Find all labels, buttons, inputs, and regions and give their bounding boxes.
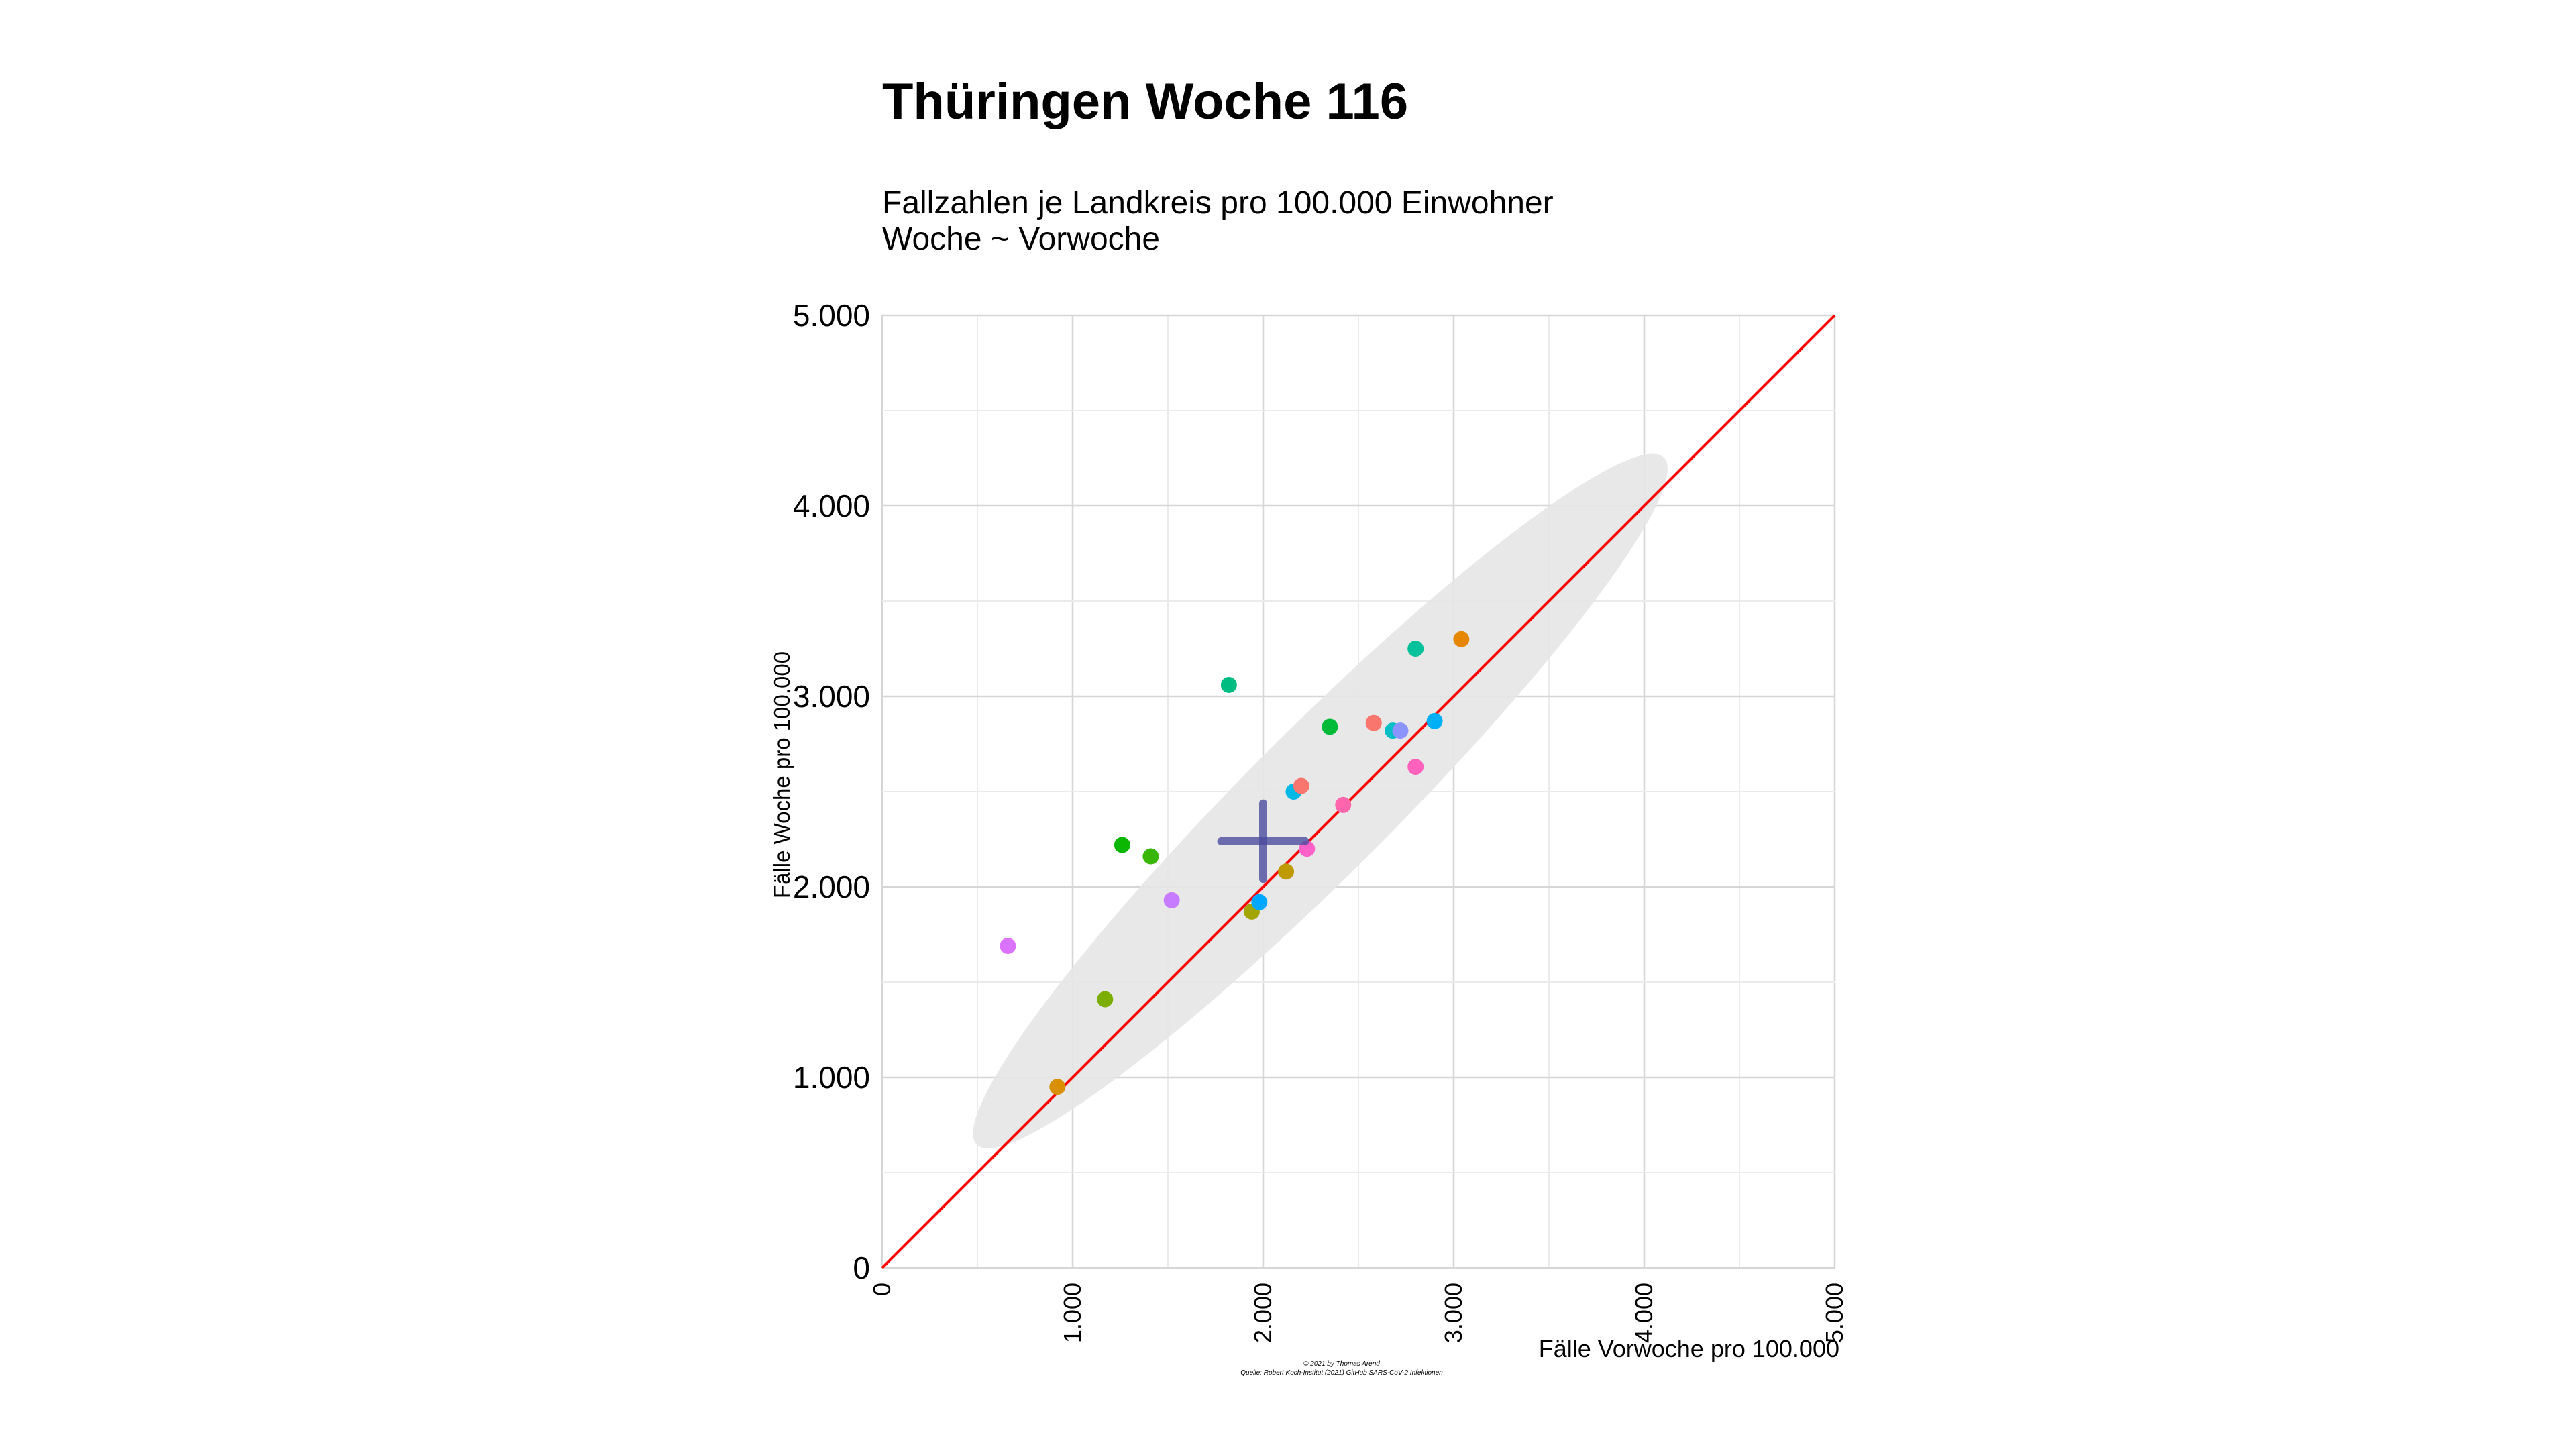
data-point — [1322, 718, 1338, 735]
reference-line-layer — [881, 314, 1836, 1269]
reference-line — [881, 314, 1836, 1269]
chart-subtitle-line-1: Fallzahlen je Landkreis pro 100.000 Einw… — [882, 185, 1554, 221]
y-tick-label: 2.000 — [793, 869, 870, 904]
x-tick-label: 2.000 — [1249, 1283, 1277, 1343]
data-point — [1293, 777, 1309, 794]
y-tick-label: 0 — [853, 1250, 870, 1285]
caption-copyright: © 2021 by Thomas Arend — [1303, 1360, 1380, 1368]
x-tick-label: 5.000 — [1821, 1283, 1848, 1343]
y-tick-label: 5.000 — [793, 298, 870, 333]
x-axis-label: Fälle Vorwoche pro 100.000 — [1538, 1335, 1839, 1362]
data-point — [1114, 837, 1130, 853]
data-point — [1407, 759, 1424, 775]
data-point — [1407, 641, 1424, 657]
data-point — [1163, 892, 1180, 908]
y-axis-label: Fälle Woche pro 100.000 — [769, 651, 794, 899]
tick-labels: 0 1.000 2.000 3.000 4.000 5.000 0 1.000 2.000 3.0… — [793, 298, 1848, 1343]
data-point — [1365, 714, 1382, 731]
confidence-ellipse — [973, 453, 1668, 1148]
y-tick-label: 4.000 — [793, 488, 870, 523]
mean-marker-layer — [1217, 799, 1309, 883]
data-point — [1335, 796, 1352, 813]
x-tick-label: 4.000 — [1630, 1283, 1658, 1343]
x-tick-label: 0 — [868, 1283, 896, 1296]
data-point — [1097, 991, 1114, 1008]
caption-source: Quelle: Robert Koch-Institut (2021) GitH… — [1240, 1369, 1443, 1377]
y-tick-label: 3.000 — [793, 679, 870, 714]
x-tick-label: 3.000 — [1440, 1283, 1467, 1343]
data-point — [1142, 848, 1159, 865]
points-layer — [1000, 631, 1470, 1095]
ellipse-layer — [973, 453, 1668, 1148]
data-point — [1049, 1079, 1066, 1095]
chart-subtitle-line-2: Woche ~ Vorwoche — [882, 221, 1161, 257]
data-point — [1000, 938, 1016, 955]
data-point — [1251, 894, 1268, 910]
data-point — [1392, 722, 1409, 739]
chart-title: Thüringen Woche 116 — [882, 73, 1409, 130]
data-point — [1220, 676, 1237, 693]
data-point — [1426, 712, 1443, 729]
data-point — [1453, 631, 1470, 647]
y-tick-label: 1.000 — [793, 1060, 870, 1095]
x-tick-label: 1.000 — [1059, 1283, 1086, 1343]
data-point — [1278, 863, 1295, 880]
